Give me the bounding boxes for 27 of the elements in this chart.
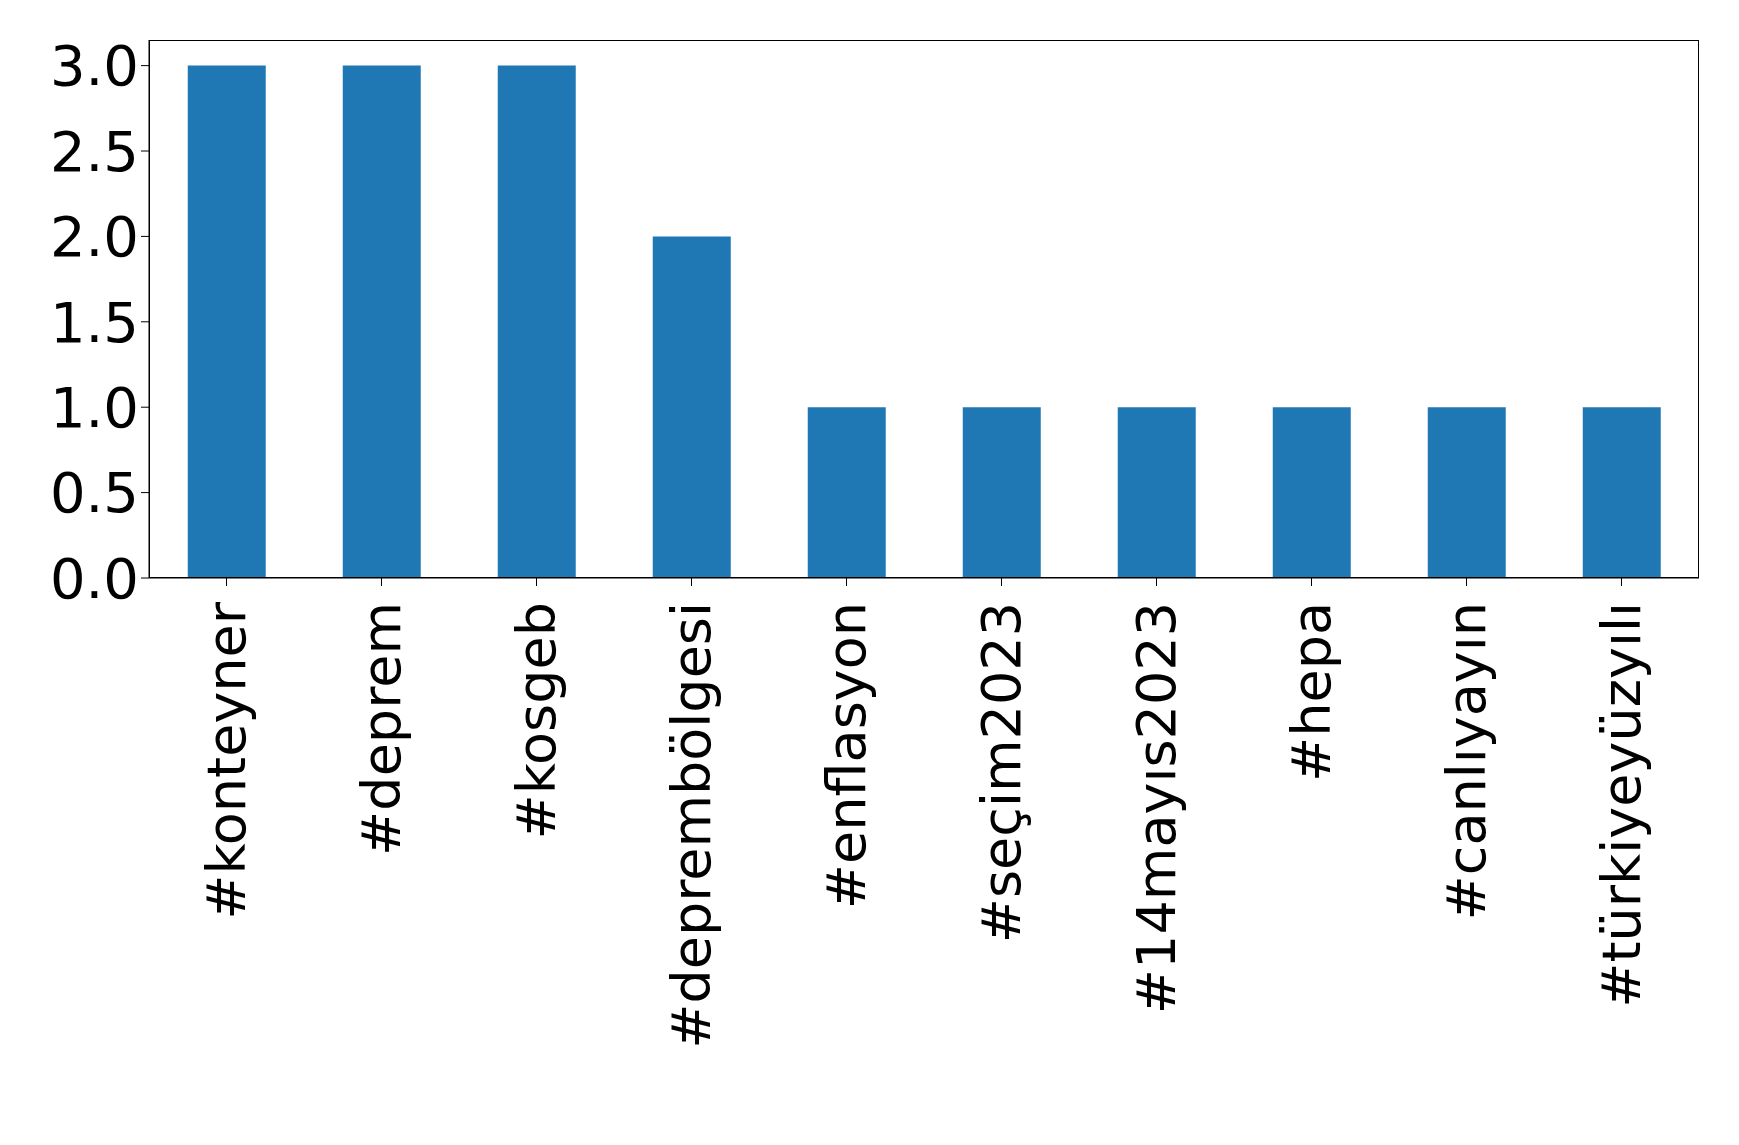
- bar: [1582, 407, 1661, 578]
- y-tick-label: 2.0: [49, 204, 139, 270]
- y-tick-label: 2.5: [49, 118, 139, 184]
- y-tick-label: 0.0: [49, 545, 139, 611]
- x-tick-label: #türkiyeyüzyılı: [1590, 602, 1653, 1008]
- bar: [652, 236, 731, 578]
- bar: [497, 65, 576, 578]
- y-tick-label: 1.5: [49, 289, 139, 355]
- bar: [342, 65, 421, 578]
- x-tick-label: #hepa: [1280, 602, 1343, 783]
- x-tick-label: #deprembölgesi: [660, 602, 723, 1049]
- bar: [962, 407, 1041, 578]
- y-tick-label: 3.0: [49, 33, 139, 99]
- bar: [1272, 407, 1351, 578]
- x-tick-label: #canlıyayın: [1435, 602, 1498, 921]
- x-tick-label: #konteyner: [195, 601, 258, 920]
- x-tick-label: #14mayıs2023: [1125, 602, 1188, 1015]
- y-tick-label: 0.5: [49, 460, 139, 526]
- x-tick-label: #enflasyon: [815, 602, 878, 910]
- x-tick-label: #kosgeb: [505, 602, 568, 840]
- x-tick-label: #seçim2023: [970, 602, 1033, 944]
- bar: [807, 407, 886, 578]
- bar: [187, 65, 266, 578]
- bar: [1117, 407, 1196, 578]
- bar: [1427, 407, 1506, 578]
- y-tick-label: 1.0: [49, 375, 139, 441]
- x-tick-label: #deprem: [350, 602, 413, 856]
